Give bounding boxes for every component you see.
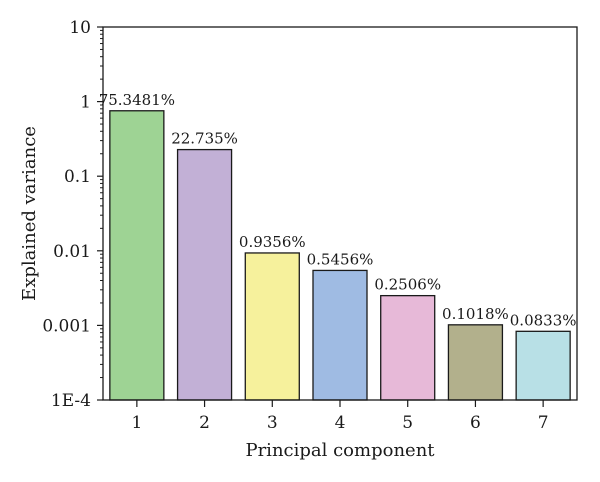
x-tick-label-3: 3	[267, 413, 278, 433]
bars-layer	[109, 110, 571, 401]
data-label-6: 0.1018%	[442, 305, 509, 323]
bar-1	[109, 110, 165, 401]
data-label-5: 0.2506%	[374, 276, 441, 294]
x-tick-label-4: 4	[335, 413, 346, 433]
data-labels-layer: 75.3481% 22.735% 0.9356%0.5456%0.2506%0.10…	[99, 91, 577, 330]
x-tick-label-5: 5	[402, 413, 413, 433]
y-tick-label-1: 0.001	[42, 316, 91, 336]
data-label-7: 0.0833%	[510, 311, 577, 329]
y-tick-label-0: 1E-4	[51, 391, 91, 411]
plot-frame	[102, 26, 578, 401]
x-tick-label-2: 2	[199, 413, 210, 433]
y-tick-label-3: 0.1	[64, 167, 91, 187]
bar-5	[380, 294, 436, 401]
x-axis-title: Principal component	[245, 440, 435, 461]
bar-3	[244, 252, 300, 401]
axes-layer: 1 2 3 4 5 6 7 1E-4 0.001 0.01 0.1 1 10	[42, 18, 578, 433]
x-tick-label-7: 7	[538, 413, 549, 433]
bar-7	[515, 330, 571, 401]
bar-2	[176, 148, 233, 401]
data-label-2: 22.735%	[171, 130, 238, 148]
bar-6	[447, 324, 504, 401]
x-tick-label-1: 1	[131, 413, 142, 433]
y-axis-title: Explained variance	[19, 126, 40, 301]
x-tick-label-6: 6	[470, 413, 481, 433]
data-label-3: 0.9356%	[239, 233, 306, 251]
bar-4	[312, 269, 368, 401]
data-label-1: 75.3481%	[99, 91, 175, 109]
y-tick-label-5: 10	[69, 18, 91, 38]
y-tick-label-4: 1	[80, 93, 91, 113]
y-tick-label-2: 0.01	[53, 242, 91, 262]
data-label-4: 0.5456%	[307, 250, 374, 268]
